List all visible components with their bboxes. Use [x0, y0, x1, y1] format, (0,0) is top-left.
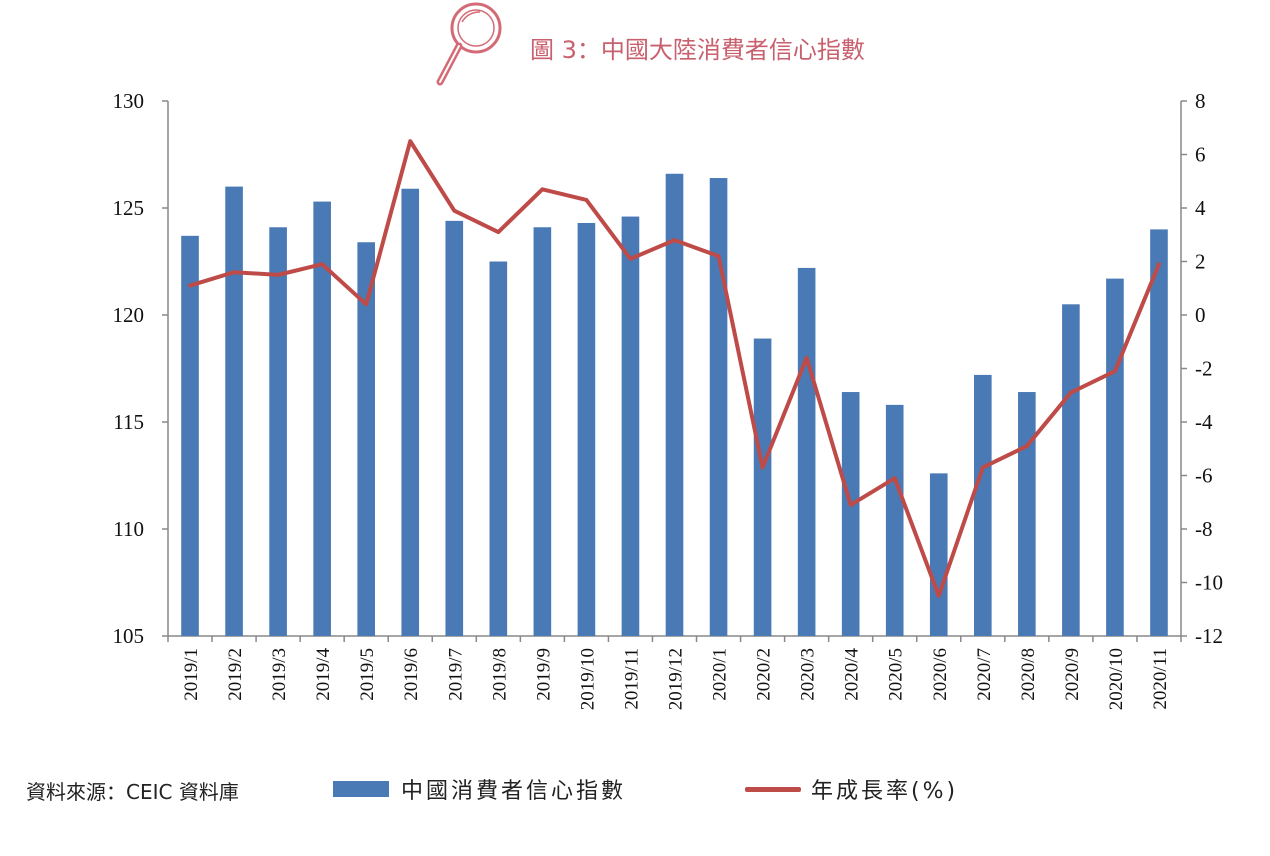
bar: [269, 227, 287, 636]
bar: [621, 216, 640, 636]
bar: [357, 242, 376, 637]
line-point: [1113, 369, 1117, 373]
line-point: [760, 465, 765, 470]
bar: [181, 235, 199, 636]
line-point: [408, 139, 413, 143]
y-left-tick-label: 125: [113, 196, 145, 220]
legend-item-index: 中國消費者信心指數: [333, 772, 626, 806]
line-point: [892, 476, 897, 480]
x-tick-label: 2020/6: [930, 648, 951, 701]
y-right-tick-label: 2: [1195, 250, 1206, 274]
line-point: [320, 262, 324, 266]
x-tick-label: 2020/1: [710, 648, 731, 701]
line-point: [232, 270, 236, 275]
line-point: [936, 594, 941, 598]
bar: [533, 227, 552, 636]
x-tick-label: 2019/9: [533, 648, 554, 701]
x-tick-label: 2020/7: [974, 648, 995, 701]
x-tick-label: 2020/9: [1062, 648, 1083, 701]
x-tick-label: 2019/8: [489, 648, 510, 701]
legend-swatch-bar: [333, 781, 389, 797]
line-point: [628, 257, 633, 261]
x-tick-label: 2020/2: [754, 648, 775, 701]
bar: [577, 222, 596, 637]
x-tick-label: 2020/5: [886, 648, 907, 701]
x-tick-label: 2019/5: [357, 648, 378, 701]
y-right-tick-label: 4: [1195, 196, 1206, 220]
bar: [929, 473, 948, 636]
line-point: [276, 273, 280, 277]
x-tick-label: 2020/4: [842, 648, 863, 701]
y-right-tick-label: -8: [1195, 517, 1213, 541]
line-point: [1069, 390, 1073, 395]
x-tick-label: 2019/7: [445, 648, 466, 701]
plot-area: 105 110 115 120 125 130 -12 -10 -8 -6 -4 -2 0 2 4 6 8 201…: [113, 89, 1224, 710]
y-left-tick-label: 115: [113, 410, 144, 434]
bar: [1150, 229, 1168, 636]
y-left-tick-label: 130: [113, 89, 145, 113]
line-point: [716, 254, 721, 258]
line-point: [188, 283, 192, 288]
x-tick-label: 2019/11: [621, 648, 642, 710]
y-left-tick-label: 105: [113, 624, 145, 648]
bar: [225, 186, 243, 636]
bar: [841, 392, 860, 636]
line-point: [981, 465, 985, 470]
legend-swatch-line: [745, 786, 801, 792]
x-tick-label: 2019/4: [313, 648, 334, 701]
y-right-tick-label: -6: [1195, 464, 1213, 488]
legend-label-growth: 年成長率(%): [811, 779, 959, 804]
bar: [1062, 304, 1080, 636]
y-right-tick-label: 8: [1195, 89, 1206, 113]
x-tick-label: 2019/3: [269, 648, 290, 701]
y-right-tick-label: -10: [1195, 571, 1223, 595]
y-right-tick-label: 0: [1195, 303, 1206, 327]
title-block: 圖 3：中國大陸消費者信心指數: [430, 0, 990, 92]
source-note: 資料來源：CEIC 資料庫: [26, 780, 239, 804]
y-right-tick-label: -2: [1195, 357, 1213, 381]
line-point: [1025, 444, 1029, 448]
line-point: [540, 187, 545, 192]
x-tick-label: 2019/2: [225, 648, 246, 701]
y-left-tick-label: 110: [113, 517, 144, 541]
line-point: [364, 302, 368, 307]
line-point: [584, 198, 589, 202]
magnifier-icon: [436, 2, 502, 86]
x-tick-label: 2019/12: [666, 648, 687, 710]
bar: [797, 267, 816, 636]
bar: [445, 220, 464, 636]
chart-title: 圖 3：中國大陸消費者信心指數: [530, 36, 865, 64]
bar: [401, 188, 420, 637]
x-tick-label: 2019/6: [401, 648, 422, 701]
bar: [1106, 278, 1124, 636]
y-right-tick-label: -4: [1195, 410, 1213, 434]
legend-item-growth: 年成長率(%): [745, 772, 958, 806]
y-left-tick-label: 120: [113, 303, 145, 327]
bar: [665, 173, 684, 636]
y-right-tick-label: 6: [1195, 143, 1206, 167]
bar: [489, 261, 508, 636]
x-tick-label: 2020/3: [798, 648, 819, 701]
bar: [313, 201, 331, 636]
line-point: [672, 238, 677, 242]
bar: [1018, 392, 1036, 636]
x-tick-label: 2019/10: [577, 648, 598, 710]
line-point: [496, 230, 501, 234]
line-point: [452, 208, 457, 213]
legend-label-index: 中國消費者信心指數: [401, 779, 627, 804]
x-tick-label: 2020/8: [1018, 648, 1039, 701]
bar: [885, 404, 904, 636]
bar: [709, 178, 728, 637]
y-right-tick-label: -12: [1195, 624, 1223, 648]
x-tick-label: 2019/1: [181, 648, 202, 701]
x-tick-label: 2020/11: [1150, 648, 1171, 710]
x-tick-label: 2020/10: [1106, 648, 1127, 710]
bar: [973, 374, 992, 636]
bar: [753, 338, 772, 636]
line-point: [804, 356, 809, 360]
line-point: [848, 503, 853, 507]
line-point: [1157, 262, 1161, 266]
